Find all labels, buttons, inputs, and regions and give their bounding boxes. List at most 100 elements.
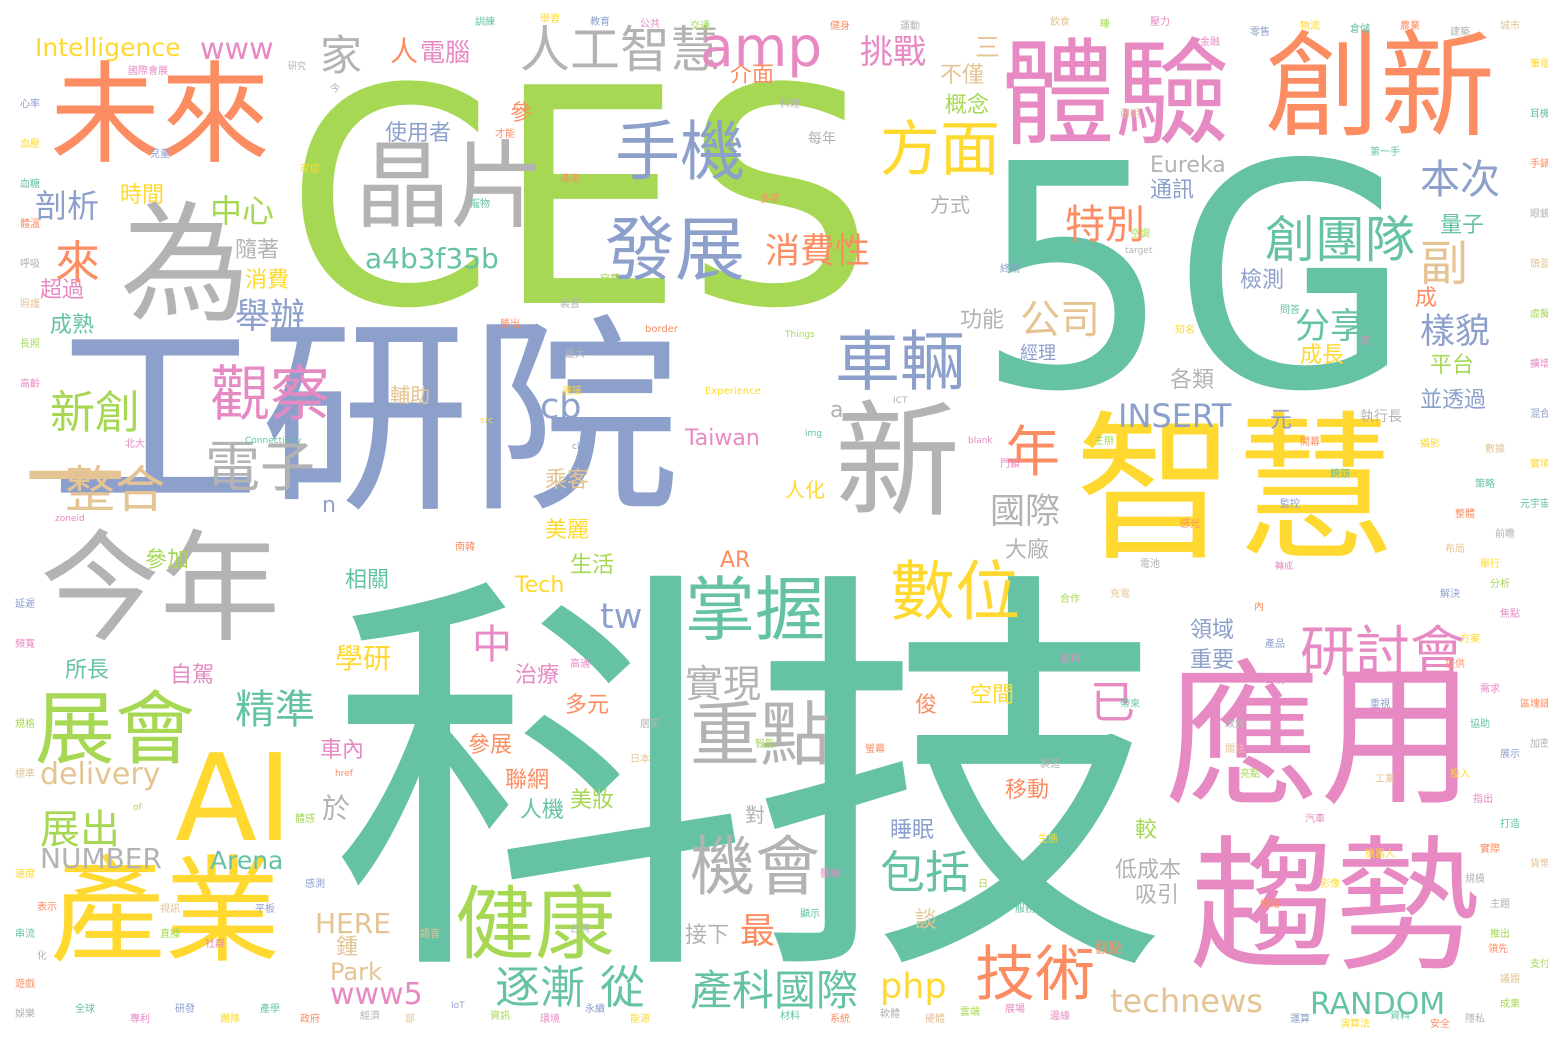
word-34: 整合 [65,461,165,519]
word-162: 觀點 [1095,941,1123,957]
word-51: 國際 [990,492,1061,532]
word-190: 推出 [1490,929,1510,940]
word-79: 介面 [730,63,775,88]
word-76: 電腦 [420,38,471,67]
word-100: 經理 [1020,343,1056,364]
word-201: 服務 [1015,904,1035,915]
word-6: 趨勢 [1190,823,1480,992]
word-7: 體驗 [1000,28,1231,162]
word-235: 主題 [1490,899,1510,910]
word-94: 成長 [1300,343,1345,368]
word-229: 分析 [1490,579,1510,590]
word-297: 訓練 [475,17,495,28]
word-92: 檢測 [1240,268,1285,293]
word-119: 聯網 [505,768,550,793]
word-81: 概念 [945,93,990,118]
word-274: 手錶 [1530,159,1548,170]
word-132: 俊 [915,693,938,718]
word-20: 發展 [605,209,745,291]
word-249: 材料 [780,1011,800,1022]
word-232: 投入 [1450,769,1470,780]
word-62: tw [600,597,643,637]
word-53: 包括 [880,846,971,899]
word-128: 接下 [685,923,730,948]
word-114: 自駕 [170,663,215,688]
word-271: 平板 [255,904,275,915]
word-40: 公司 [1020,297,1100,343]
word-63: 已 [1090,676,1136,729]
word-219: 改變 [1225,719,1245,730]
word-252: 硬體 [925,1014,945,1025]
word-64: 精準 [235,687,315,733]
word-170: 主辦 [1094,436,1114,447]
word-250: 系統 [830,1014,850,1025]
word-43: 剖析 [35,187,100,225]
word-137: 每年 [808,131,836,147]
word-19: 手機 [615,115,746,190]
word-231: 展示 [1500,749,1520,760]
word-95: 平台 [1430,353,1475,378]
word-16: 一 [25,421,125,538]
word-91: 量子 [1440,213,1485,238]
word-234: 實際 [1480,844,1500,855]
word-88: 方式 [930,193,970,217]
word-117: 參展 [468,733,513,758]
word-56: 產科國際 [690,966,859,1015]
word-38: 消費性 [765,232,871,272]
word-67: NUMBER [40,842,162,875]
word-258: 安全 [1430,1019,1450,1030]
word-224: 方案 [1460,634,1480,645]
word-269: 直播 [160,929,180,940]
word-203: 網路 [1260,899,1280,910]
word-210: 顯示 [800,909,820,920]
word-25: 技術 [975,940,1095,1010]
word-131: 空間 [970,683,1015,708]
word-157: 表示 [37,902,57,913]
word-322: 感光 [1180,519,1200,530]
word-273: 耳機 [1530,109,1548,120]
word-200: 宣布 [1060,654,1080,665]
word-103: a [830,398,844,423]
word-243: 經濟 [360,1011,380,1022]
word-22: 掌握 [685,569,825,651]
word-320: 攝影 [1420,439,1440,450]
word-78: 三 [975,33,1001,62]
word-300: 飲食 [1050,17,1070,28]
word-177: 北大 [125,439,145,450]
word-69: HERE [315,907,391,940]
word-150: src [480,416,494,426]
word-158: 化 [37,951,47,962]
word-163: 目前 [1265,675,1285,686]
word-140: 第一手 [1370,147,1400,158]
word-72: 挑戰 [860,32,926,71]
word-303: 心率 [20,99,40,110]
word-285: 支付 [1530,959,1548,970]
word-315: 料理 [780,99,800,110]
word-24: 數位 [890,555,1021,630]
word-66: 展出 [40,807,120,853]
word-169: 式 [1360,336,1370,347]
word-28: amp [700,15,823,79]
word-129: 領域 [1190,618,1235,643]
word-39: a4b3f35b [365,242,499,275]
word-126: 低成本 [1115,858,1182,883]
word-214: 穿戴 [600,274,620,285]
word-319: 監控 [1280,499,1300,510]
word-35: 年 [1005,420,1061,484]
word-193: 指出 [1473,794,1493,805]
word-167: 知名 [1175,325,1195,336]
word-313: 寵物 [470,199,490,210]
word-13: AI [175,730,293,869]
word-236: 議題 [1500,974,1520,985]
word-288: 物流 [1300,21,1320,32]
word-121: 美妝 [570,788,615,813]
word-183: 開幕 [1300,437,1320,448]
word-5: 應用 [1165,647,1475,828]
word-228: 布局 [1445,544,1465,555]
word-301: 睡 [1100,19,1110,30]
word-299: 運動 [900,21,920,32]
word-212: 汽車 [1305,814,1325,825]
word-221: 亮點 [1240,769,1260,780]
word-0: 科技 [330,540,1170,1029]
word-15: 新 [835,390,960,535]
